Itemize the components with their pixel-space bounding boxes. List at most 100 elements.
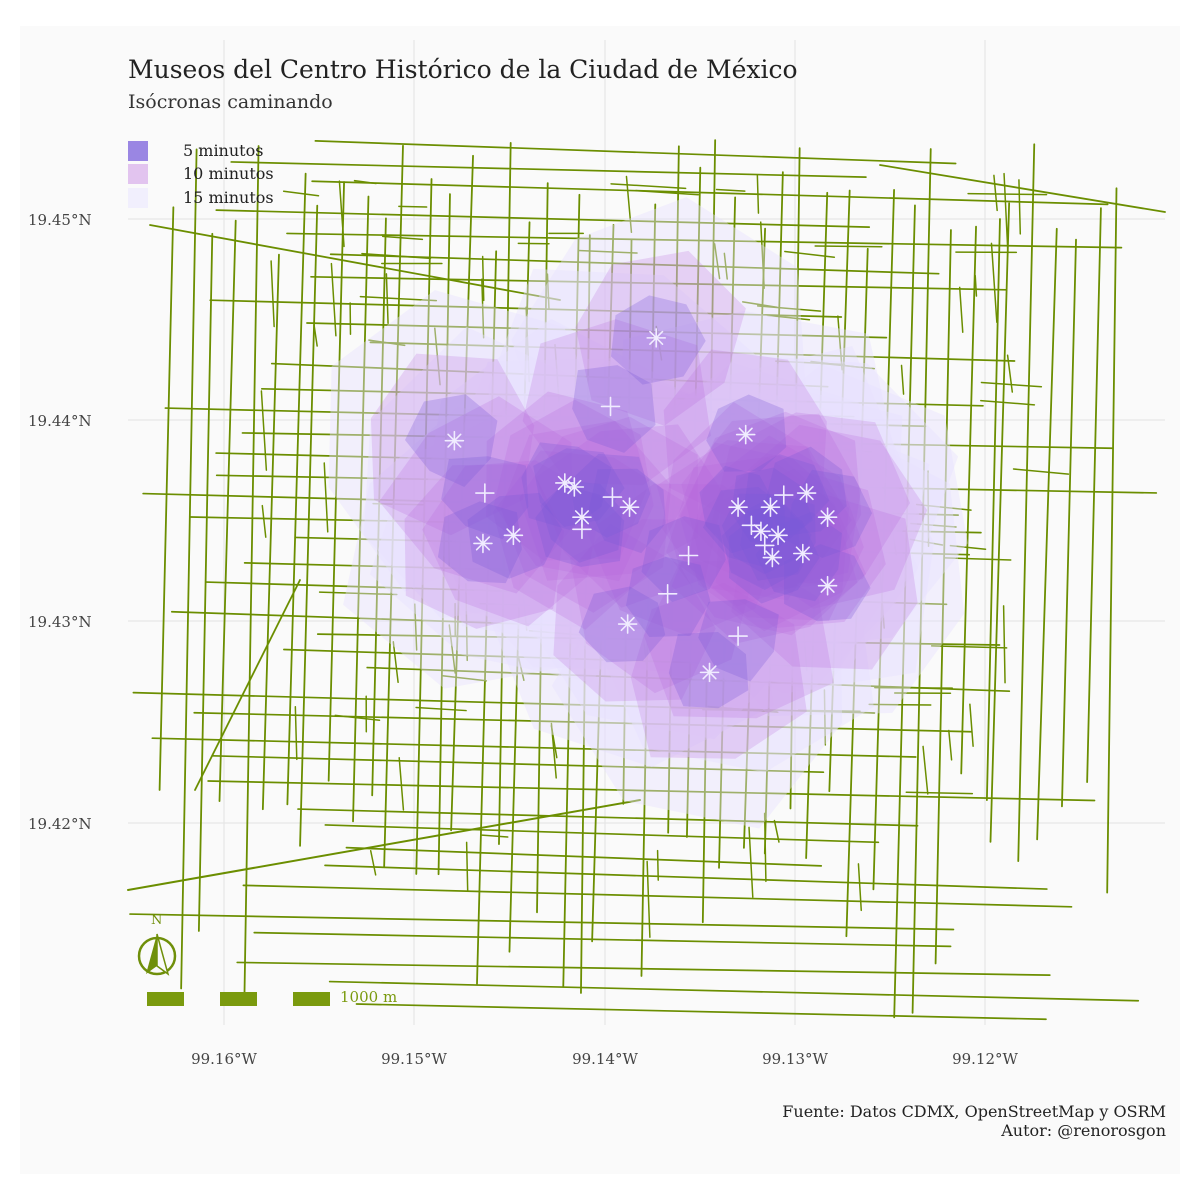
street <box>985 218 1001 801</box>
isochrone-15-min <box>517 436 804 740</box>
isochrones-10-min <box>370 250 928 759</box>
street <box>756 305 822 312</box>
street <box>874 686 954 689</box>
isochrone-15-min <box>488 268 763 562</box>
street <box>310 275 1008 291</box>
museum-marker <box>754 535 775 556</box>
street <box>766 314 811 321</box>
street <box>879 164 1166 213</box>
isochrone-15-min <box>696 364 968 651</box>
street <box>872 188 895 891</box>
street <box>756 174 760 214</box>
street <box>969 703 974 747</box>
street <box>580 604 585 637</box>
street <box>441 674 487 682</box>
street <box>270 362 829 388</box>
street <box>536 182 549 914</box>
street <box>554 344 562 423</box>
street <box>911 148 932 1014</box>
street <box>617 544 645 551</box>
street-network <box>127 139 1166 1021</box>
museum-marker <box>503 525 524 546</box>
isochrone-10-min <box>570 519 751 694</box>
isochrone-15-min <box>662 346 904 625</box>
street <box>448 624 456 674</box>
street <box>481 255 485 302</box>
street <box>656 849 659 881</box>
street <box>517 656 525 682</box>
street <box>465 841 469 892</box>
museum-marker <box>751 521 771 542</box>
street <box>314 140 957 165</box>
street <box>189 516 982 534</box>
street <box>415 706 467 712</box>
street <box>368 339 406 347</box>
museum-marker <box>817 507 838 528</box>
street <box>414 603 418 651</box>
street <box>934 229 952 965</box>
map-subtitle: Isócronas caminando <box>128 91 333 113</box>
street <box>194 579 301 791</box>
isochrone-15-min <box>328 290 618 592</box>
street <box>718 196 737 869</box>
street <box>715 188 746 192</box>
street <box>415 178 433 875</box>
street <box>260 390 268 471</box>
street <box>530 451 605 455</box>
y-tick-label: 19.44°N <box>28 412 92 430</box>
street <box>481 834 509 838</box>
street <box>481 278 485 339</box>
street <box>967 192 1048 196</box>
street <box>447 507 450 568</box>
street <box>1006 354 1014 393</box>
isochrone-5-min <box>721 504 812 590</box>
street <box>324 824 880 844</box>
street <box>241 432 1114 450</box>
street <box>129 913 955 931</box>
street <box>828 189 851 793</box>
street <box>630 456 638 522</box>
street <box>230 161 867 179</box>
street <box>610 183 687 190</box>
street <box>742 301 778 309</box>
street <box>261 504 267 538</box>
street <box>437 193 451 876</box>
isochrone-15-min <box>645 354 959 629</box>
street <box>837 315 843 371</box>
isochrone-15-min <box>441 394 709 647</box>
isochrone-15-min <box>450 396 706 672</box>
street <box>1012 468 1070 475</box>
isochrone-5-min <box>743 454 830 538</box>
museum-marker <box>793 543 813 564</box>
street <box>591 223 615 943</box>
street <box>236 961 1051 976</box>
street <box>193 711 973 733</box>
museum-marker <box>699 662 720 683</box>
street <box>286 232 1123 249</box>
street <box>294 706 298 761</box>
street <box>580 234 591 994</box>
street <box>211 754 825 774</box>
street <box>930 645 1008 649</box>
museum-marker <box>473 533 493 554</box>
map-title: Museos del Centro Histórico de la Ciudad… <box>128 55 798 84</box>
isochrone-15-min <box>343 407 610 689</box>
legend-label-15-min: 15 minutos <box>183 188 274 207</box>
isochrone-15-min <box>605 384 903 629</box>
street <box>369 341 1016 362</box>
street <box>282 190 320 197</box>
isochrone-10-min <box>422 460 603 627</box>
street <box>910 522 957 528</box>
street <box>127 799 641 891</box>
street <box>359 295 438 302</box>
street <box>900 364 905 395</box>
source-caption: Fuente: Datos CDMX, OpenStreetMap y OSRM… <box>782 1102 1166 1140</box>
street <box>479 602 531 607</box>
street <box>814 245 883 248</box>
street <box>927 470 930 547</box>
street <box>944 557 1012 561</box>
street <box>974 274 978 297</box>
street <box>270 260 275 328</box>
street <box>797 581 801 614</box>
